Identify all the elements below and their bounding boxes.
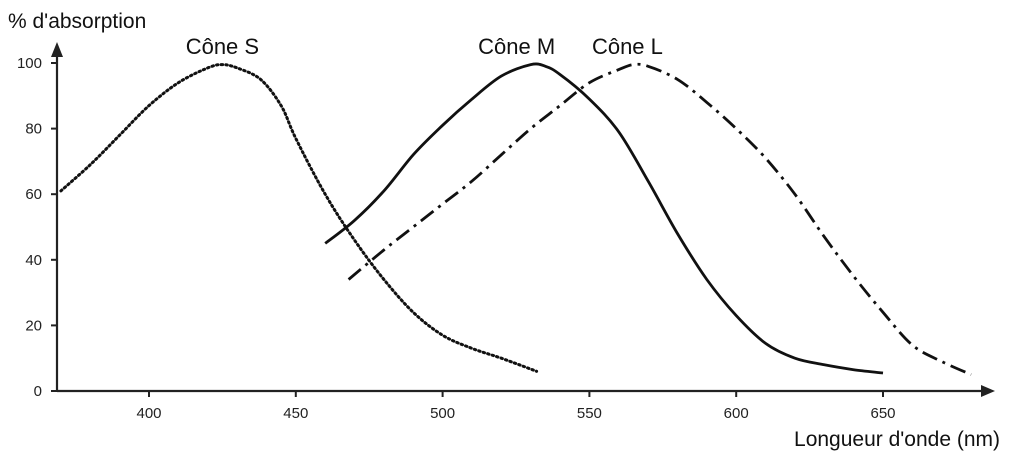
x-tick-label: 550	[577, 405, 602, 422]
axes	[51, 42, 995, 397]
x-tick-label: 400	[136, 405, 161, 422]
y-tick-label: 0	[34, 383, 42, 400]
y-axis-arrow-icon	[51, 42, 63, 57]
series-label-group: Cône S Cône M Cône L	[186, 34, 663, 59]
x-axis-arrow-icon	[981, 385, 995, 397]
x-tick-label: 450	[283, 405, 308, 422]
y-tick-label: 20	[25, 317, 42, 334]
cone-l-curve	[347, 62, 972, 376]
y-tick-label: 100	[17, 55, 42, 72]
x-tick-label: 600	[724, 405, 749, 422]
x-tick-label: 500	[430, 405, 455, 422]
cone-m-curve	[324, 62, 884, 375]
y-tick-label: 80	[25, 121, 42, 138]
series-group	[59, 62, 972, 376]
y-tick-label: 40	[25, 252, 42, 269]
y-tick-label: 60	[25, 186, 42, 203]
cone-m-label: Cône M	[478, 34, 555, 59]
tick-group: 400 450 500 550 600 650 0 20 40 60 80 100	[17, 55, 896, 422]
x-axis-title: Longueur d'onde (nm)	[794, 428, 1000, 451]
cone-s-curve	[59, 63, 539, 373]
y-axis-title: % d'absorption	[8, 10, 146, 33]
cone-l-label: Cône L	[592, 34, 663, 59]
cone-s-label: Cône S	[186, 34, 259, 59]
x-tick-label: 650	[870, 405, 895, 422]
